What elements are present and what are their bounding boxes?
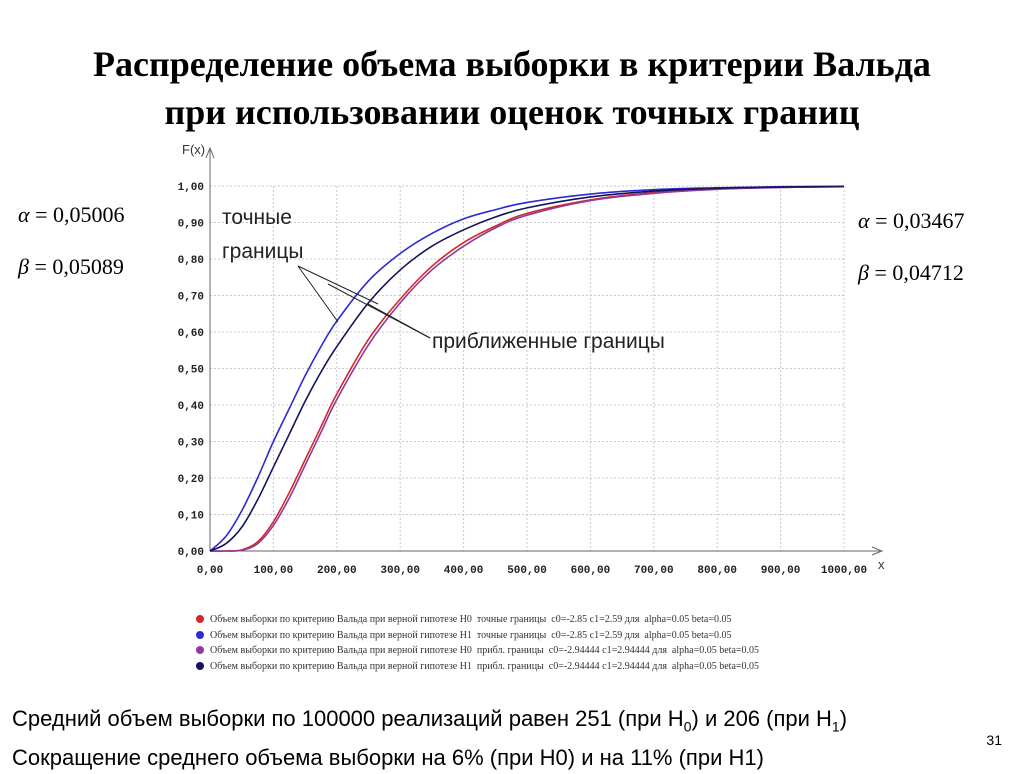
y-tick-label: 0,10 <box>178 511 204 523</box>
x-tick-label: 300,00 <box>380 565 420 577</box>
x-tick-label: 700,00 <box>634 565 674 577</box>
x-tick-label: 400,00 <box>444 565 484 577</box>
alpha-right-value: 0,03467 <box>892 208 965 233</box>
legend-item-1: Объем выборки по критерию Вальда при вер… <box>196 628 759 644</box>
chart-legend: Объем выборки по критерию Вальда при вер… <box>196 612 759 674</box>
y-tick-label: 0,20 <box>178 474 204 486</box>
x-axis-label: x <box>878 557 885 572</box>
y-axis-label: F(x) <box>182 142 205 157</box>
x-tick-label: 100,00 <box>254 565 294 577</box>
alpha-right: α = 0,03467 <box>858 208 965 233</box>
footer-line-1: Средний объем выборки по 100000 реализац… <box>12 706 848 735</box>
x-tick-label: 0,00 <box>197 565 223 577</box>
y-tick-label: 0,80 <box>178 255 204 267</box>
legend-item-2: Объем выборки по критерию Вальда при вер… <box>196 643 759 659</box>
slide-title: Распределение объема выборки в критерии … <box>0 40 1024 136</box>
annotation-exact-line1: точные <box>222 206 292 229</box>
footer-text: Средний объем выборки по 100000 реализац… <box>12 703 847 774</box>
y-tick-label: 0,30 <box>178 438 204 450</box>
x-tick-label: 500,00 <box>507 565 547 577</box>
legend-label: Объем выборки по критерию Вальда при вер… <box>210 629 732 641</box>
legend-label: Объем выборки по критерию Вальда при вер… <box>210 614 732 625</box>
beta-right: β = 0,04712 <box>858 260 964 285</box>
x-tick-label: 1000,00 <box>821 565 867 577</box>
title-line-1: Распределение объема выборки в критерии … <box>93 44 931 84</box>
x-axis-arrow <box>871 546 884 556</box>
legend-marker <box>196 630 204 639</box>
beta-right-value: 0,04712 <box>892 260 964 285</box>
y-tick-label: 0,50 <box>178 365 204 377</box>
series-line-2 <box>209 185 845 552</box>
annotation-exact-line2: границы <box>222 240 303 263</box>
beta-left-value: 0,05089 <box>52 254 124 279</box>
title-line-2: при использовании оценок точных границ <box>164 92 860 132</box>
beta-left: β = 0,05089 <box>18 254 124 279</box>
x-tick-label: 600,00 <box>571 565 611 577</box>
legend-marker <box>196 615 204 623</box>
legend-label: Объем выборки по критерию Вальда при вер… <box>210 660 760 672</box>
y-tick-label: 0,40 <box>178 401 204 413</box>
series-line-3 <box>209 185 845 552</box>
distribution-chart: 0,00 0,10 0,20 0,30 0,40 0,50 0,60 0,70 0,80 0,90… <box>178 142 885 577</box>
annotation-approx: приближенные границы <box>432 330 665 353</box>
y-tick-label: 1,00 <box>178 182 204 194</box>
legend-item-0: Объем выборки по критерию Вальда при вер… <box>196 612 759 628</box>
alpha-left-value: 0,05006 <box>52 202 125 227</box>
x-tick-label: 900,00 <box>761 565 801 577</box>
alpha-left: α = 0,05006 <box>18 202 125 227</box>
y-tick-label: 0,60 <box>178 328 204 340</box>
x-tick-label: 800,00 <box>697 565 737 577</box>
legend-item-3: Объем выборки по критерию Вальда при вер… <box>196 659 759 675</box>
annotation-pointer <box>297 265 379 305</box>
series-line-1 <box>209 185 845 552</box>
footer-line-2: Сокращение среднего объема выборки на 6%… <box>12 745 764 771</box>
x-tick-label: 200,00 <box>317 565 357 577</box>
legend-marker <box>196 646 204 654</box>
legend-label: Объем выборки по критерию Вальда при вер… <box>210 645 760 656</box>
annotation-pointer <box>367 303 431 339</box>
y-tick-label: 0,70 <box>178 292 204 304</box>
y-tick-label: 0,90 <box>178 219 204 231</box>
y-tick-label: 0,00 <box>178 547 204 559</box>
legend-marker <box>196 661 204 670</box>
annotation-pointer <box>297 265 339 323</box>
page-number: 31 <box>986 732 1002 748</box>
y-axis-arrow <box>205 146 215 159</box>
